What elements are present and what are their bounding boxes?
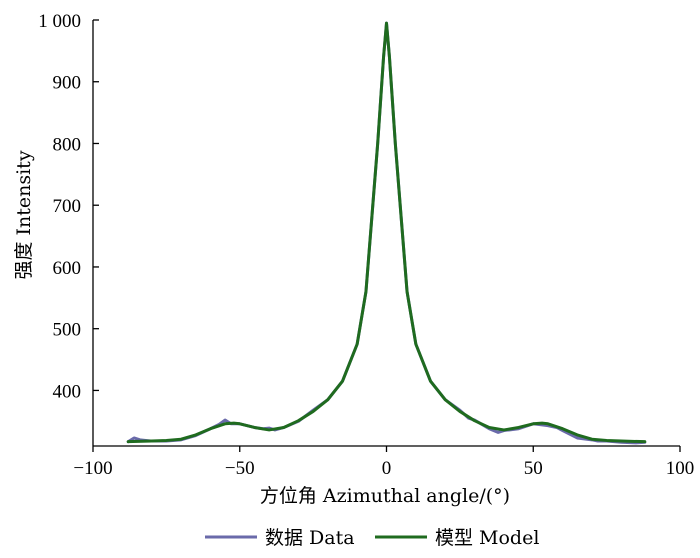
x-axis-ticks: −100 −50 0 50 100	[73, 446, 694, 479]
x-axis-title: 方位角 Azimuthal angle/(°)	[260, 485, 510, 507]
series-layer	[126, 21, 647, 445]
y-tick-label: 600	[53, 258, 82, 279]
x-tick-label: −50	[225, 458, 255, 479]
series-line-data	[126, 21, 647, 445]
y-tick-label: 400	[53, 381, 82, 402]
x-tick-label: 0	[382, 458, 392, 479]
y-tick-label: 500	[53, 320, 82, 341]
y-tick-label: 1 000	[38, 11, 81, 32]
series-line-model	[126, 21, 647, 444]
y-axis-ticks: 400 500 600 700 800 900 1 000	[38, 11, 99, 402]
x-tick-label: 50	[524, 458, 543, 479]
legend-label-model: 模型 Model	[435, 527, 539, 549]
legend-label-data: 数据 Data	[265, 527, 355, 549]
x-tick-label: 100	[666, 458, 695, 479]
x-tick-label: −100	[73, 458, 112, 479]
y-axis-title: 强度 Intensity	[13, 150, 35, 279]
y-tick-label: 800	[53, 134, 82, 155]
y-tick-label: 900	[53, 73, 82, 94]
y-tick-label: 700	[53, 196, 82, 217]
axes	[92, 20, 680, 447]
legend: 数据 Data 模型 Model	[205, 527, 539, 549]
